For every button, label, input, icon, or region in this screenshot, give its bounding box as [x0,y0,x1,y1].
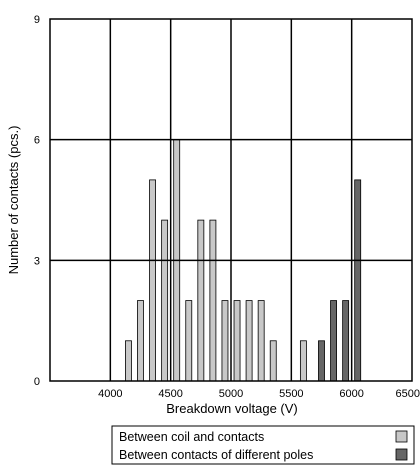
legend-label-poles: Between contacts of different poles [119,448,313,462]
legend-swatch-poles [395,448,408,461]
y-axis-title: Number of contacts (pcs.) [6,126,21,275]
x-tick-label-5000: 5000 [219,388,243,400]
x-tick-label-6500: 6500 [396,388,420,400]
legend-label-coil: Between coil and contacts [119,430,264,444]
bar-series1-5850 [330,300,337,382]
bar-series0-5150 [245,300,253,382]
x-tick-label-5500: 5500 [279,388,303,400]
legend-swatch-coil [395,430,408,443]
bar-series0-4350 [149,179,156,382]
bar-series0-5600 [299,340,307,382]
legend-box [111,425,415,465]
bar-series1-5950 [342,300,350,382]
bar-series0-5350 [269,340,277,382]
x-tick-label-4000: 4000 [98,388,122,400]
bar-series0-4450 [161,219,169,382]
grid-layer [50,19,412,381]
bar-series0-4150 [125,340,132,382]
bar-series0-4650 [185,300,193,382]
bar-series0-4750 [197,219,205,382]
bar-series1-5750 [318,340,325,382]
y-tick-label-9: 9 [34,14,40,26]
y-tick-label-0: 0 [34,376,40,388]
bar-series0-4250 [137,300,144,382]
x-tick-label-6000: 6000 [339,388,363,400]
bar-series0-4850 [209,219,217,382]
bar-series0-5250 [257,300,265,382]
bar-series0-5050 [233,300,241,382]
bars-layer [125,139,362,382]
x-axis-title: Breakdown voltage (V) [166,401,298,416]
y-tick-labels: 0 3 6 9 [34,14,40,388]
bar-series0-4950 [221,300,229,382]
x-tick-labels: 4000 4500 5000 5500 6000 6500 [98,388,420,400]
y-tick-label-3: 3 [34,255,40,267]
x-tick-label-4500: 4500 [158,388,182,400]
bar-series1-6050 [354,179,362,382]
y-tick-label-6: 6 [34,135,40,147]
plot-frame [49,18,413,382]
legend: Between coil and contacts Between contac… [111,425,415,465]
